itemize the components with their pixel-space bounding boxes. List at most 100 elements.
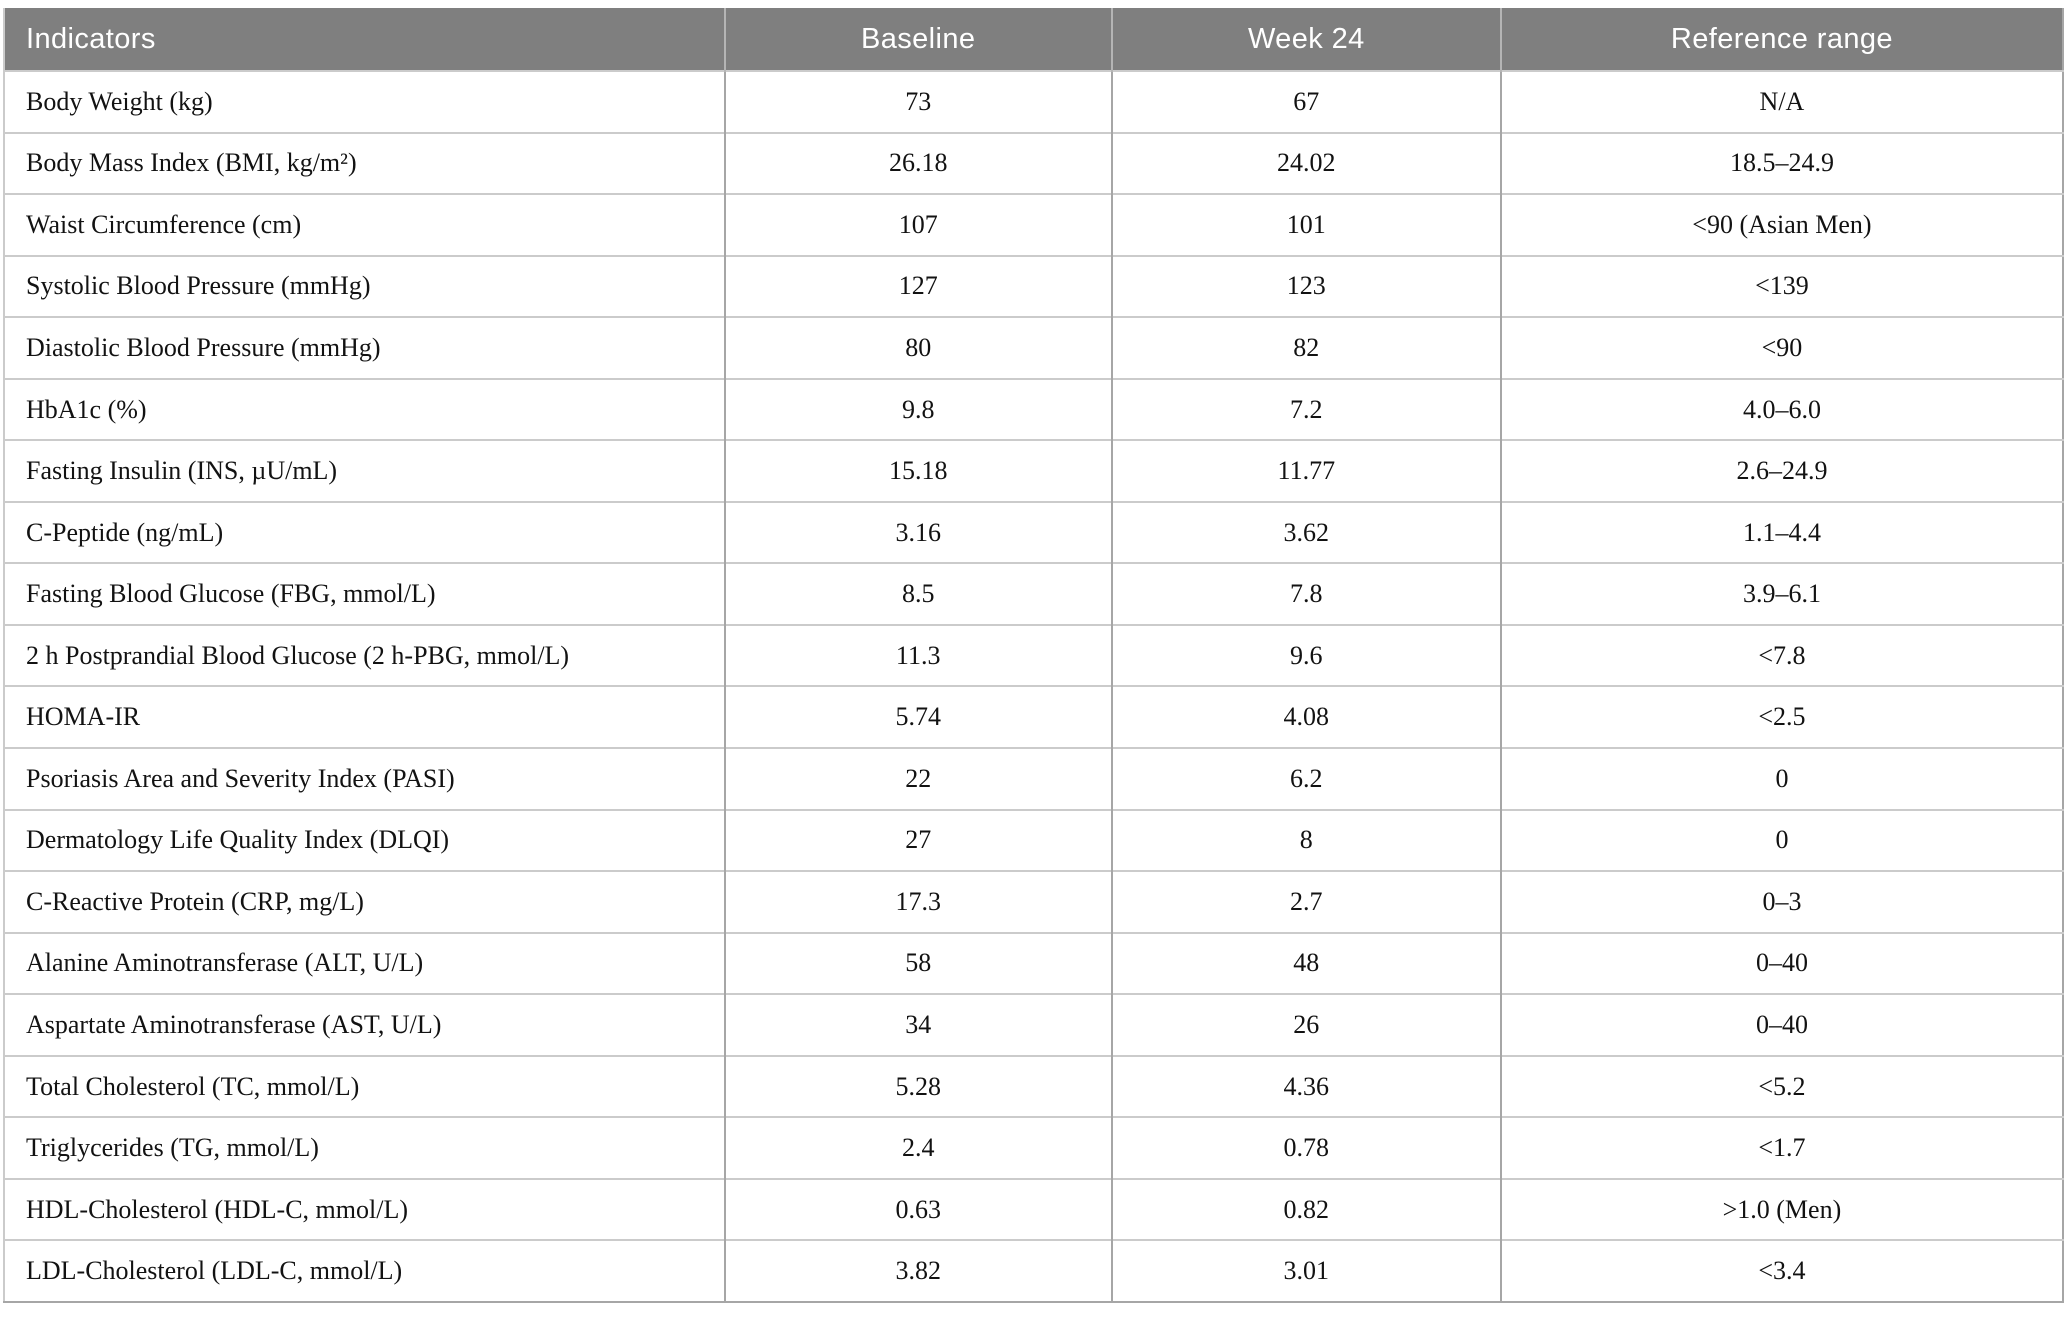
week24-cell: 0.78 [1110, 1116, 1501, 1179]
indicator-cell: Psoriasis Area and Severity Index (PASI) [4, 747, 725, 810]
baseline-cell: 17.3 [723, 870, 1112, 933]
indicator-cell: Fasting Insulin (INS, µU/mL) [4, 439, 725, 502]
baseline-cell: 3.82 [723, 1239, 1112, 1302]
week24-cell: 4.08 [1110, 685, 1501, 749]
indicator-cell: Systolic Blood Pressure (mmHg) [4, 254, 725, 318]
week24-cell: 48 [1110, 931, 1501, 995]
table-row: Body Mass Index (BMI, kg/m²) 26.18 24.02 18… [4, 131, 2063, 195]
baseline-cell: 27 [723, 808, 1112, 872]
indicator-cell: HbA1c (%) [4, 377, 725, 441]
table-row: C-Peptide (ng/mL) 3.16 3.62 1.1–4.4 [4, 500, 2063, 564]
baseline-cell: 0.63 [723, 1177, 1112, 1241]
week24-cell: 0.82 [1110, 1177, 1501, 1241]
indicator-cell: C-Reactive Protein (CRP, mg/L) [4, 870, 725, 933]
table-row: Dermatology Life Quality Index (DLQI) 27 8… [4, 808, 2063, 872]
baseline-cell: 58 [723, 931, 1112, 995]
reference-cell: <2.5 [1499, 685, 2063, 749]
reference-cell: 0–40 [1499, 931, 2063, 995]
indicator-cell: HOMA-IR [4, 685, 725, 749]
table-row: Systolic Blood Pressure (mmHg) 127 123 <139 [4, 254, 2063, 318]
week24-cell: 6.2 [1110, 747, 1501, 810]
week24-cell: 11.77 [1110, 439, 1501, 502]
baseline-cell: 80 [723, 316, 1112, 379]
indicator-cell: LDL-Cholesterol (LDL-C, mmol/L) [4, 1239, 725, 1302]
baseline-cell: 34 [723, 993, 1112, 1056]
baseline-cell: 3.16 [723, 500, 1112, 564]
week24-cell: 82 [1110, 316, 1501, 379]
reference-cell: N/A [1499, 70, 2063, 133]
indicator-cell: Body Mass Index (BMI, kg/m²) [4, 131, 725, 195]
baseline-cell: 127 [723, 254, 1112, 318]
reference-cell: 0 [1499, 747, 2063, 810]
table-row: Fasting Insulin (INS, µU/mL) 15.18 11.77 2.… [4, 439, 2063, 502]
table-container: Indicators Baseline Week 24 Reference ra… [3, 8, 2064, 1303]
reference-cell: 0–40 [1499, 993, 2063, 1056]
baseline-cell: 5.28 [723, 1054, 1112, 1118]
header-indicators: Indicators [4, 8, 725, 71]
indicator-cell: C-Peptide (ng/mL) [4, 500, 725, 564]
week24-cell: 26 [1110, 993, 1501, 1056]
table-row: Total Cholesterol (TC, mmol/L) 5.28 4.36 <5… [4, 1054, 2063, 1118]
reference-cell: <3.4 [1499, 1239, 2063, 1302]
header-week24: Week 24 [1110, 8, 1501, 71]
baseline-cell: 9.8 [723, 377, 1112, 441]
indicator-cell: Triglycerides (TG, mmol/L) [4, 1116, 725, 1179]
table-row: Psoriasis Area and Severity Index (PASI)… [4, 747, 2063, 810]
indicator-cell: Alanine Aminotransferase (ALT, U/L) [4, 931, 725, 995]
table-row: Waist Circumference (cm) 107 101 <90 (Asian… [4, 193, 2063, 256]
reference-cell: <7.8 [1499, 623, 2063, 687]
header-row: Indicators Baseline Week 24 Reference ra… [4, 8, 2063, 71]
baseline-cell: 22 [723, 747, 1112, 810]
indicator-cell: Body Weight (kg) [4, 70, 725, 133]
week24-cell: 7.2 [1110, 377, 1501, 441]
table-row: Alanine Aminotransferase (ALT, U/L) 58 48 0… [4, 931, 2063, 995]
indicator-cell: Aspartate Aminotransferase (AST, U/L) [4, 993, 725, 1056]
reference-cell: <1.7 [1499, 1116, 2063, 1179]
baseline-cell: 5.74 [723, 685, 1112, 749]
reference-cell: 0 [1499, 808, 2063, 872]
table-row: Body Weight (kg) 73 67 N/A [4, 70, 2063, 133]
week24-cell: 3.62 [1110, 500, 1501, 564]
week24-cell: 67 [1110, 70, 1501, 133]
reference-cell: 0–3 [1499, 870, 2063, 933]
reference-cell: <5.2 [1499, 1054, 2063, 1118]
table-row: Aspartate Aminotransferase (AST, U/L) 34 2… [4, 993, 2063, 1056]
indicator-cell: HDL-Cholesterol (HDL-C, mmol/L) [4, 1177, 725, 1241]
reference-cell: <139 [1499, 254, 2063, 318]
week24-cell: 4.36 [1110, 1054, 1501, 1118]
baseline-cell: 8.5 [723, 562, 1112, 625]
baseline-cell: 2.4 [723, 1116, 1112, 1179]
week24-cell: 7.8 [1110, 562, 1501, 625]
reference-cell: 3.9–6.1 [1499, 562, 2063, 625]
table-header: Indicators Baseline Week 24 Reference ra… [4, 8, 2063, 71]
indicator-cell: Diastolic Blood Pressure (mmHg) [4, 316, 725, 379]
reference-cell: 1.1–4.4 [1499, 500, 2063, 564]
baseline-cell: 26.18 [723, 131, 1112, 195]
reference-cell: <90 (Asian Men) [1499, 193, 2063, 256]
table-row: Fasting Blood Glucose (FBG, mmol/L) 8.5 7.… [4, 562, 2063, 625]
indicator-cell: Dermatology Life Quality Index (DLQI) [4, 808, 725, 872]
table-row: HDL-Cholesterol (HDL-C, mmol/L) 0.63 0.82 >… [4, 1177, 2063, 1241]
week24-cell: 123 [1110, 254, 1501, 318]
baseline-cell: 11.3 [723, 623, 1112, 687]
indicators-table: Indicators Baseline Week 24 Reference ra… [3, 8, 2064, 1303]
table-row: 2 h Postprandial Blood Glucose (2 h-PBG,… [4, 623, 2063, 687]
reference-cell: 18.5–24.9 [1499, 131, 2063, 195]
table-row: C-Reactive Protein (CRP, mg/L) 17.3 2.7 0–3 [4, 870, 2063, 933]
week24-cell: 9.6 [1110, 623, 1501, 687]
indicator-cell: Fasting Blood Glucose (FBG, mmol/L) [4, 562, 725, 625]
week24-cell: 3.01 [1110, 1239, 1501, 1302]
reference-cell: 2.6–24.9 [1499, 439, 2063, 502]
indicator-cell: Total Cholesterol (TC, mmol/L) [4, 1054, 725, 1118]
indicator-cell: Waist Circumference (cm) [4, 193, 725, 256]
baseline-cell: 73 [723, 70, 1112, 133]
header-baseline: Baseline [723, 8, 1112, 71]
week24-cell: 8 [1110, 808, 1501, 872]
table-row: HOMA-IR 5.74 4.08 <2.5 [4, 685, 2063, 749]
table-body: Body Weight (kg) 73 67 N/A Body Mass Index (… [4, 70, 2063, 1302]
table-row: LDL-Cholesterol (LDL-C, mmol/L) 3.82 3.01 <… [4, 1239, 2063, 1302]
baseline-cell: 15.18 [723, 439, 1112, 502]
header-reference-range: Reference range [1499, 8, 2063, 71]
table-row: HbA1c (%) 9.8 7.2 4.0–6.0 [4, 377, 2063, 441]
